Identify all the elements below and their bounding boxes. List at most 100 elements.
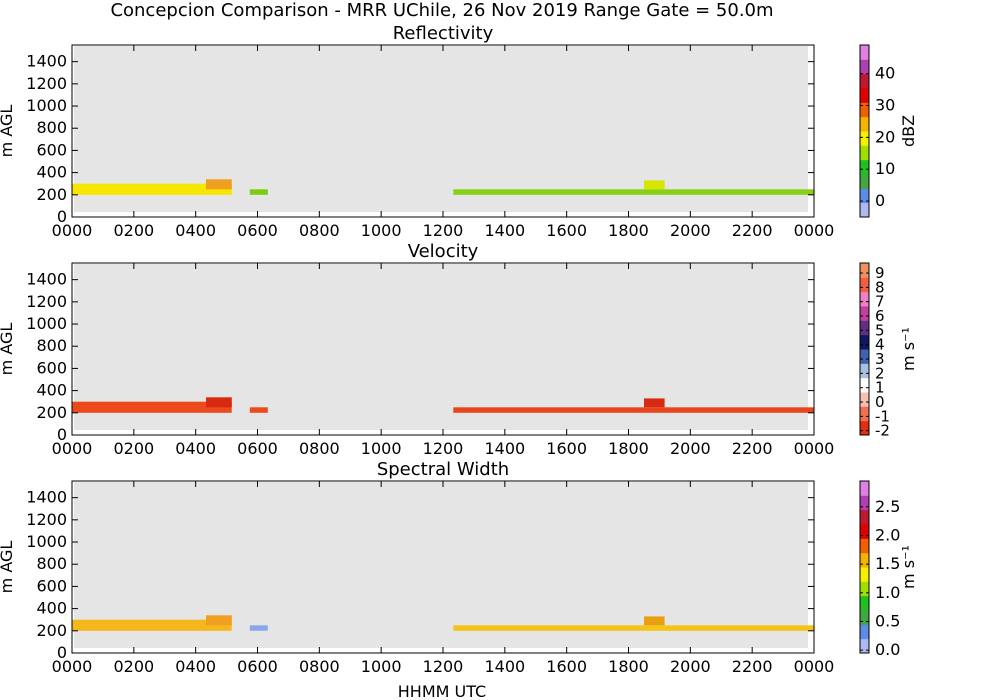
echo-band [72, 183, 232, 195]
colorbar-segment [860, 567, 869, 582]
x-tick-label: 1400 [484, 657, 525, 676]
colorbar-segment [860, 277, 869, 293]
colorbar-segment [860, 552, 869, 568]
colorbar-segment [860, 334, 869, 350]
echo-band [453, 625, 814, 631]
y-tick-label: 1400 [26, 488, 67, 507]
colorbar-tick-label: 4 [875, 336, 885, 354]
y-tick-label: 0 [57, 425, 67, 444]
x-tick-label: 0000 [52, 221, 93, 240]
echo-band [206, 179, 232, 190]
y-tick-label: 800 [36, 118, 67, 137]
x-tick-label: 0800 [299, 657, 340, 676]
y-tick-label: 200 [36, 403, 67, 422]
x-tick-label: 0000 [794, 221, 835, 240]
y-axis-label: m AGL [0, 105, 16, 158]
x-tick-label: 1600 [546, 221, 587, 240]
x-tick-label: 1200 [423, 439, 464, 458]
panel-title: Velocity [408, 241, 479, 262]
colorbar-tick-label: 0 [875, 393, 885, 411]
colorbar-segment [860, 188, 869, 204]
x-tick-label: 1800 [608, 657, 649, 676]
colorbar-segment [860, 159, 869, 175]
x-tick-label: 1400 [484, 439, 525, 458]
x-tick-label: 0000 [52, 657, 93, 676]
colorbar-frame [859, 44, 870, 218]
panel-0: Reflectivitym AGL02004006008001000120014… [0, 23, 918, 240]
colorbar-segment [860, 624, 869, 640]
colorbar-segment [860, 320, 869, 336]
y-tick-label: 1000 [26, 532, 67, 551]
y-tick-label: 200 [36, 621, 67, 640]
colorbar-segment [860, 420, 869, 436]
y-tick-label: 1000 [26, 314, 67, 333]
colorbar-segment [860, 202, 869, 218]
colorbar-segment [860, 145, 869, 161]
colorbar-segment [860, 392, 869, 407]
x-tick-label: 0400 [175, 221, 216, 240]
colorbar-segment [860, 509, 869, 525]
echo-band [644, 180, 665, 190]
y-tick-label: 800 [36, 336, 67, 355]
y-tick-label: 800 [36, 554, 67, 573]
panels: Reflectivitym AGL02004006008001000120014… [0, 23, 918, 676]
colorbar-tick-label: 3 [875, 350, 885, 368]
echo-band [644, 398, 665, 408]
x-tick-label: 0400 [175, 657, 216, 676]
x-tick-label: 2200 [732, 439, 773, 458]
y-tick-label: 600 [36, 140, 67, 159]
y-tick-label: 600 [36, 358, 67, 377]
colorbar-label: dBZ [899, 115, 918, 147]
colorbar-frame [859, 480, 870, 654]
y-tick-label: 1200 [26, 510, 67, 529]
colorbar-segment [860, 524, 869, 539]
echo-band [453, 189, 814, 195]
colorbar-tick-label: 2.0 [875, 525, 900, 544]
y-tick-label: 400 [36, 599, 67, 618]
y-tick-label: 200 [36, 185, 67, 204]
panel-1: Velocitym AGL020040060080010001200140000… [0, 241, 918, 458]
figure-suptitle: Concepcion Comparison - MRR UChile, 26 N… [110, 0, 773, 21]
x-tick-label: 0800 [299, 221, 340, 240]
colorbar-tick-label: 2 [875, 364, 885, 382]
colorbar-segment [860, 263, 869, 278]
colorbar-segment [860, 306, 869, 321]
x-tick-label: 0200 [113, 657, 154, 676]
colorbar-tick-label: -2 [875, 422, 890, 440]
echo-band [249, 407, 268, 413]
colorbar-segment [860, 610, 869, 625]
x-tick-label: 0000 [794, 657, 835, 676]
x-tick-label: 0400 [175, 439, 216, 458]
y-tick-label: 0 [57, 207, 67, 226]
panel-title: Reflectivity [393, 23, 494, 44]
colorbar-tick-label: 10 [875, 159, 895, 178]
x-tick-label: 2000 [670, 657, 711, 676]
x-tick-label: 0600 [237, 657, 278, 676]
x-tick-label: 2200 [732, 657, 773, 676]
y-tick-label: 600 [36, 576, 67, 595]
x-tick-label: 0800 [299, 439, 340, 458]
colorbar-segment [860, 174, 869, 189]
x-tick-label: 0200 [113, 439, 154, 458]
y-tick-label: 1200 [26, 74, 67, 93]
colorbar-segment [860, 581, 869, 597]
x-tick-label: 1600 [546, 657, 587, 676]
echo-band [249, 189, 268, 195]
echo-band [249, 625, 268, 631]
colorbar-tick-label: 0 [875, 191, 885, 210]
y-axis-label: m AGL [0, 541, 16, 594]
x-tick-label: 1200 [423, 657, 464, 676]
x-tick-label: 1000 [361, 657, 402, 676]
panel-title: Spectral Width [377, 459, 509, 480]
colorbar-label: m s⁻¹ [899, 545, 918, 589]
colorbar-tick-label: 0.5 [875, 611, 900, 630]
x-tick-label: 2000 [670, 439, 711, 458]
colorbar-tick-label: 9 [875, 264, 885, 282]
colorbar-tick-label: 20 [875, 127, 895, 146]
colorbar-tick-label: 2.5 [875, 497, 900, 516]
colorbar-tick-label: 1 [875, 379, 885, 397]
colorbar-segment [860, 45, 869, 60]
colorbar-label: m s⁻¹ [899, 327, 918, 371]
